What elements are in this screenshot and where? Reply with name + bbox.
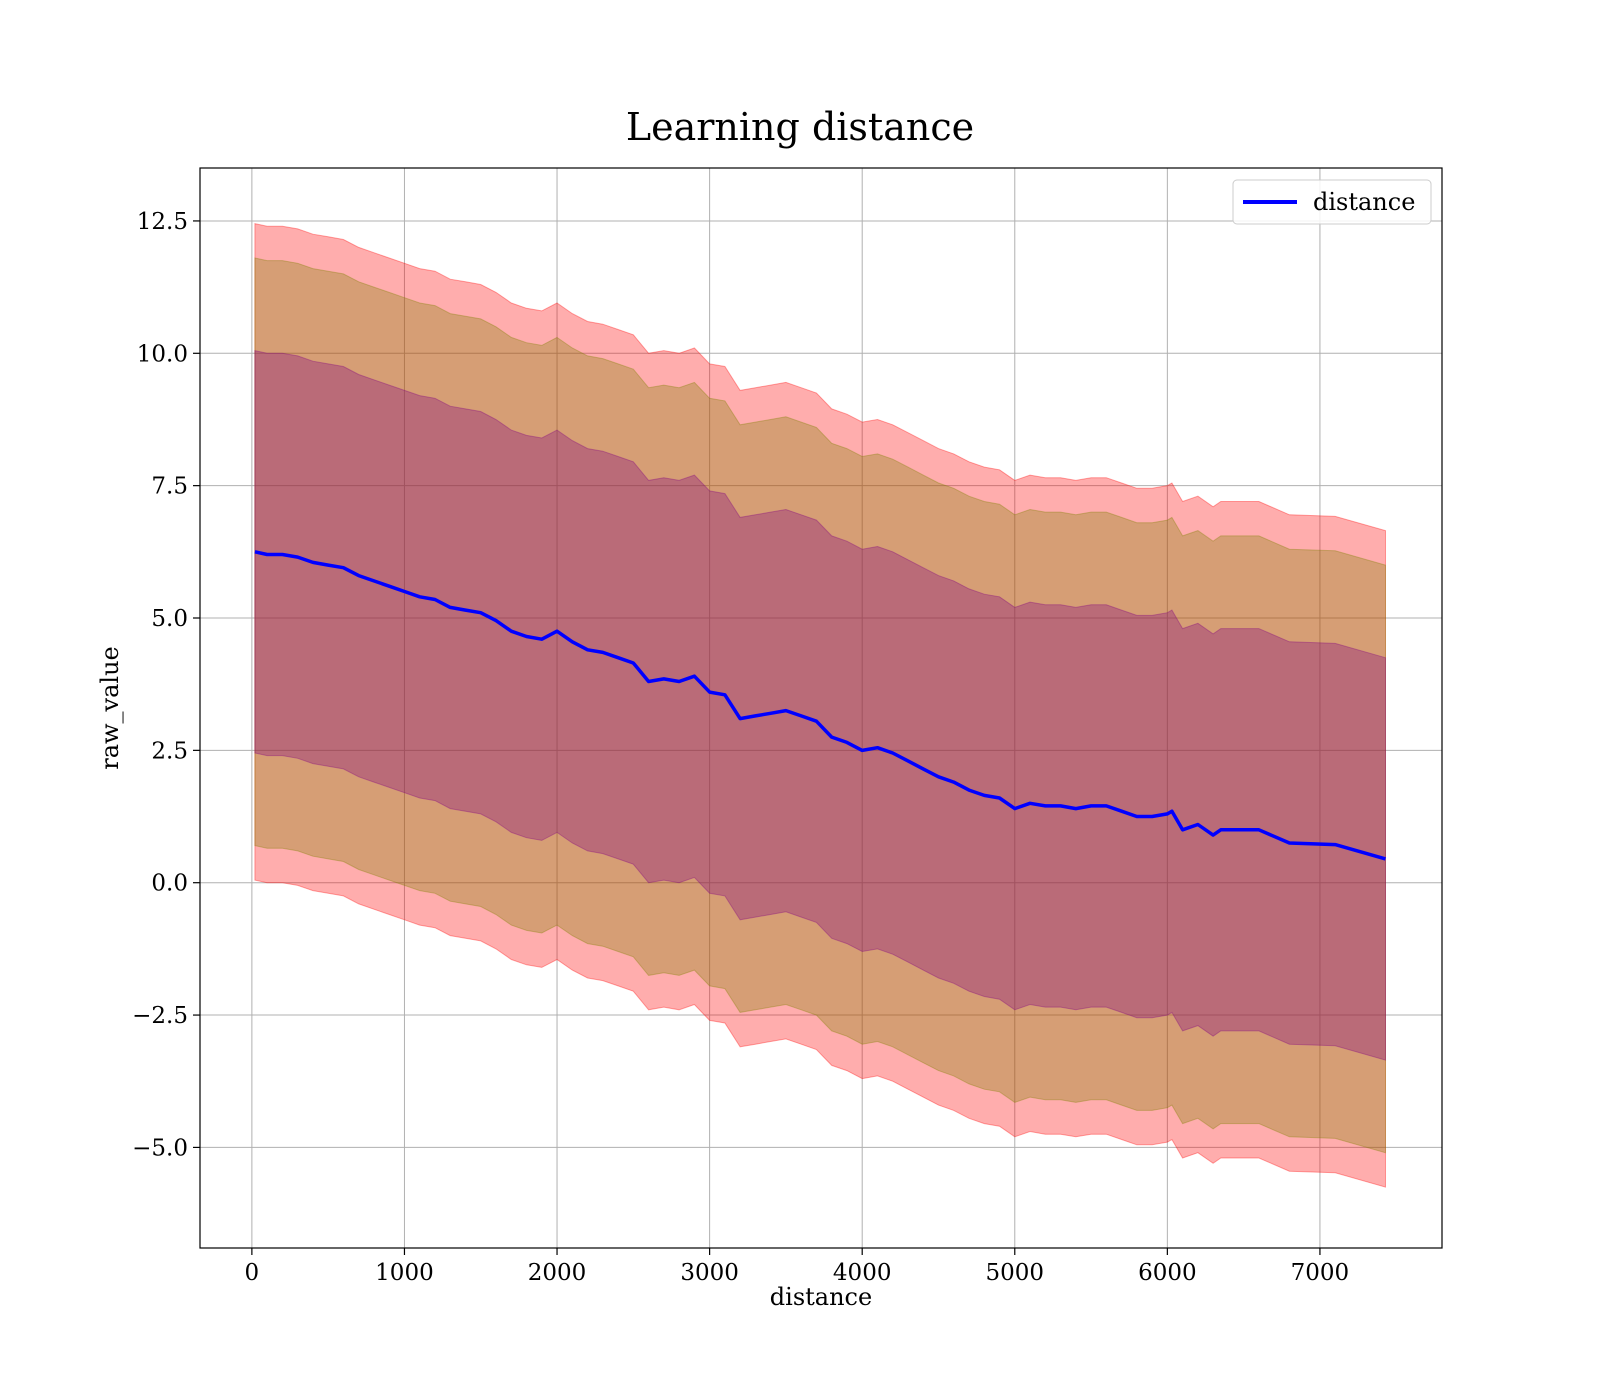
- legend-label-distance: distance: [1313, 188, 1415, 216]
- y-tick-label: 0.0: [151, 871, 188, 897]
- series-lines: [254, 550, 1386, 861]
- x-tick-label: 4000: [833, 1260, 892, 1286]
- plot-frame: [199, 167, 1443, 1249]
- y-tick-label: 7.5: [151, 474, 188, 500]
- x-tick-label: 0: [245, 1260, 260, 1286]
- band-band_middle: [254, 257, 1386, 1154]
- legend: distance: [1232, 179, 1432, 225]
- x-tick-label: 7000: [1291, 1260, 1350, 1286]
- x-axis-label: distance: [770, 1283, 872, 1311]
- x-tick-label: 3000: [680, 1260, 739, 1286]
- y-axis-label: raw_value: [96, 646, 124, 770]
- x-tick-label: 6000: [1138, 1260, 1197, 1286]
- x-tick-label: 1000: [375, 1260, 434, 1286]
- y-tick-label: 10.0: [137, 341, 188, 367]
- x-tick-label: 5000: [986, 1260, 1045, 1286]
- y-tick-label: −5.0: [132, 1135, 188, 1161]
- confidence-bands: [254, 222, 1386, 1188]
- y-tick-label: 5.0: [151, 606, 188, 632]
- grid-lines: [200, 168, 1442, 1248]
- y-tick-label: 2.5: [151, 738, 188, 764]
- y-tick-label: −2.5: [132, 1003, 188, 1029]
- x-tick-label: 2000: [528, 1260, 587, 1286]
- y-tick-label: 12.5: [137, 209, 188, 235]
- legend-box: [1232, 179, 1432, 225]
- band-band_outer: [254, 222, 1386, 1188]
- band-band_inner: [254, 349, 1386, 1061]
- y-axis-ticks: −5.0 −2.5 0.0 2.5 5.0 7.5 10.0 12.5: [132, 209, 200, 1161]
- series-line-distance: [254, 550, 1386, 861]
- chart-title: Learning distance: [626, 105, 974, 149]
- x-axis-ticks: 0 1000 2000 3000 4000 5000 6000 7000: [245, 1248, 1350, 1286]
